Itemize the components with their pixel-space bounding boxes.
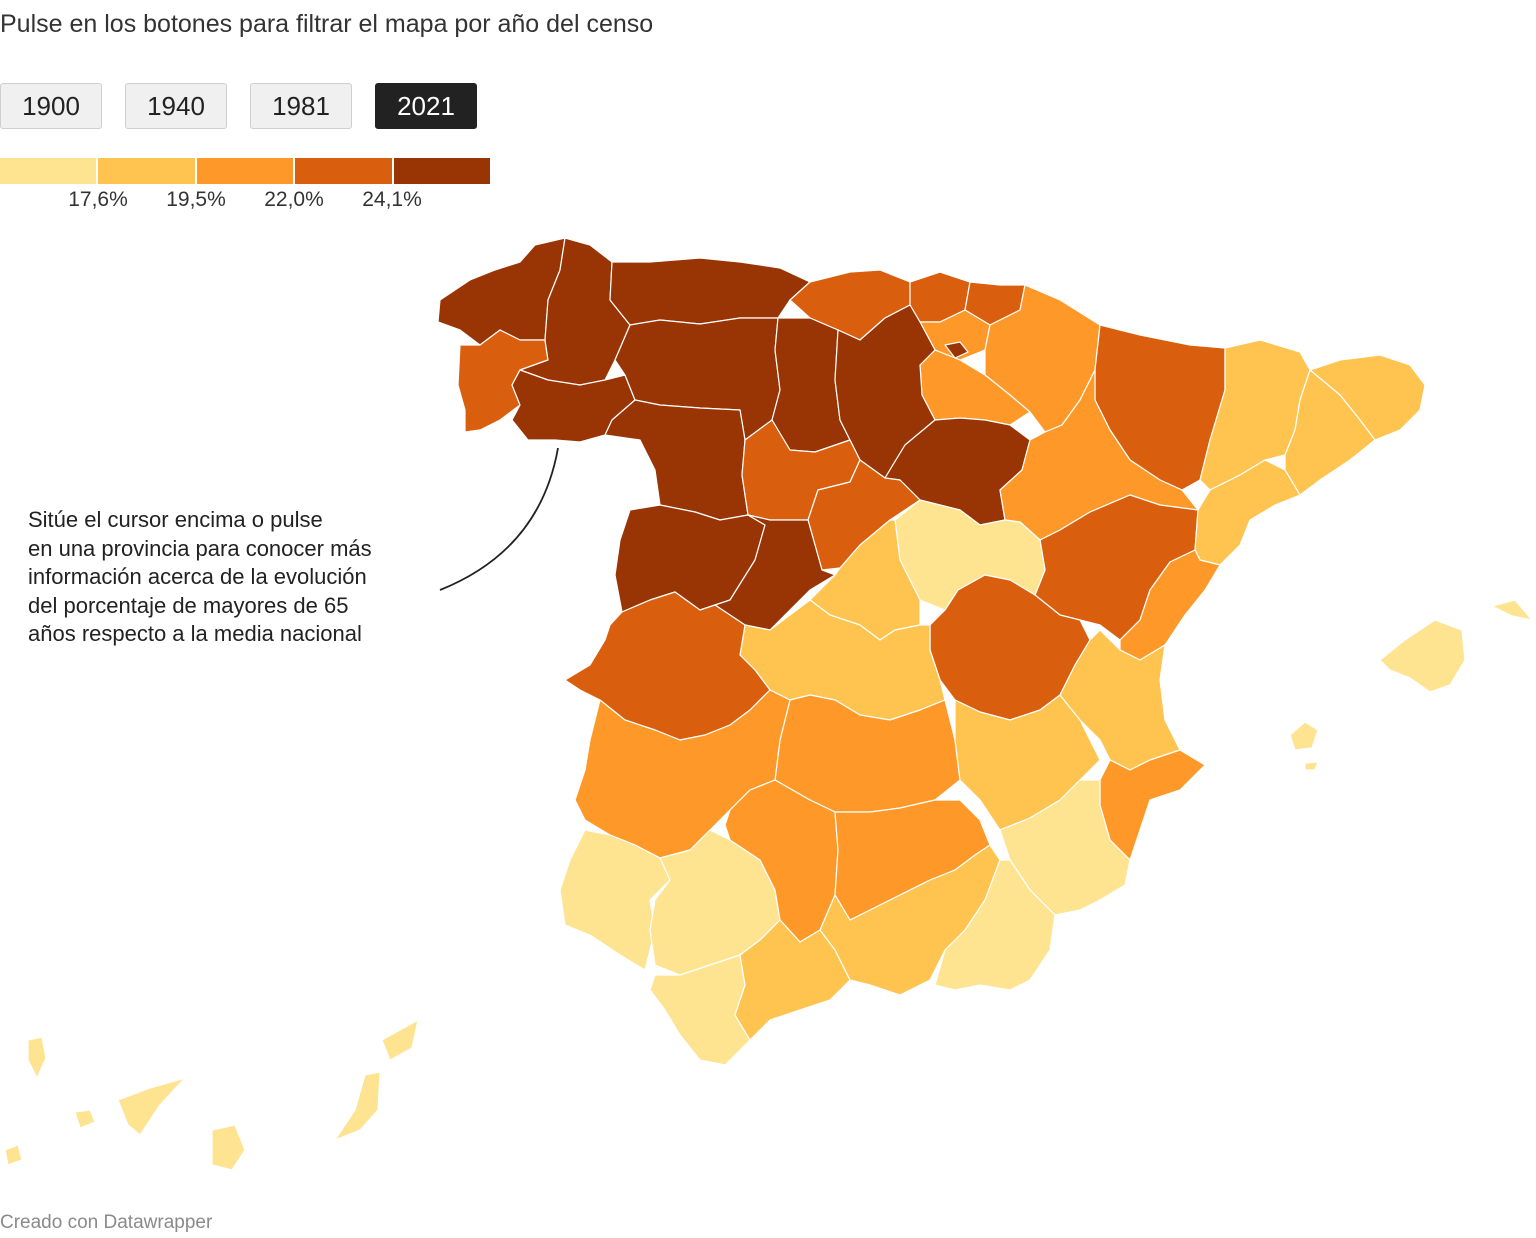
province-zamora[interactable] bbox=[604, 399, 749, 521]
legend-label-3: 22,0% bbox=[264, 188, 324, 211]
legend-bar bbox=[0, 158, 491, 184]
province-burgos[interactable] bbox=[834, 304, 936, 479]
province-mallorca[interactable] bbox=[1379, 619, 1466, 693]
legend-label-4: 24,1% bbox=[362, 188, 422, 211]
province-gran-canaria[interactable] bbox=[211, 1124, 246, 1171]
legend-label-1: 17,6% bbox=[68, 188, 128, 211]
province-el-hierro[interactable] bbox=[4, 1144, 23, 1166]
province-formentera[interactable] bbox=[1304, 761, 1319, 771]
province-alicante[interactable] bbox=[1099, 749, 1206, 861]
province-barcelona[interactable] bbox=[1284, 369, 1376, 496]
province-asturias[interactable] bbox=[609, 257, 811, 326]
province-trevino[interactable] bbox=[944, 341, 969, 359]
legend-swatch-5 bbox=[393, 158, 491, 184]
credit-text: Creado con Datawrapper bbox=[0, 1212, 213, 1233]
province-lleida[interactable] bbox=[1199, 339, 1311, 491]
legend-swatch-2 bbox=[98, 158, 197, 184]
province-la-palma[interactable] bbox=[27, 1036, 47, 1079]
year-button-1940[interactable]: 1940 bbox=[125, 83, 227, 129]
province-valencia[interactable] bbox=[1059, 629, 1181, 771]
province-almeria[interactable] bbox=[934, 859, 1056, 991]
intro-text: Pulse en los botones para filtrar el map… bbox=[0, 10, 654, 38]
legend-label-2: 19,5% bbox=[166, 188, 226, 211]
province-castellon[interactable] bbox=[1119, 549, 1221, 661]
legend-swatch-3 bbox=[196, 158, 296, 184]
province-la-gomera[interactable] bbox=[74, 1109, 96, 1129]
province-menorca[interactable] bbox=[1491, 599, 1533, 621]
province-cadiz[interactable] bbox=[649, 954, 751, 1066]
legend-swatch-1 bbox=[0, 158, 99, 184]
year-button-2021[interactable]: 2021 bbox=[375, 83, 477, 129]
province-fuerteventura[interactable] bbox=[334, 1071, 381, 1141]
province-ibiza[interactable] bbox=[1289, 721, 1319, 751]
color-legend: 17,6% 19,5% 22,0% 24,1% bbox=[0, 158, 491, 218]
year-button-1900[interactable]: 1900 bbox=[0, 83, 102, 129]
year-button-1981[interactable]: 1981 bbox=[250, 83, 352, 129]
province-tenerife[interactable] bbox=[117, 1077, 186, 1136]
year-buttons: 1900 1940 1981 2021 bbox=[0, 83, 477, 129]
annotation-leader-line bbox=[439, 447, 559, 591]
province-malaga[interactable] bbox=[734, 919, 851, 1041]
annotation-text: Sitúe el cursor encima o pulse en una pr… bbox=[28, 507, 372, 646]
legend-swatch-4 bbox=[295, 158, 394, 184]
province-huelva[interactable] bbox=[559, 829, 671, 971]
province-lanzarote[interactable] bbox=[381, 1019, 419, 1061]
